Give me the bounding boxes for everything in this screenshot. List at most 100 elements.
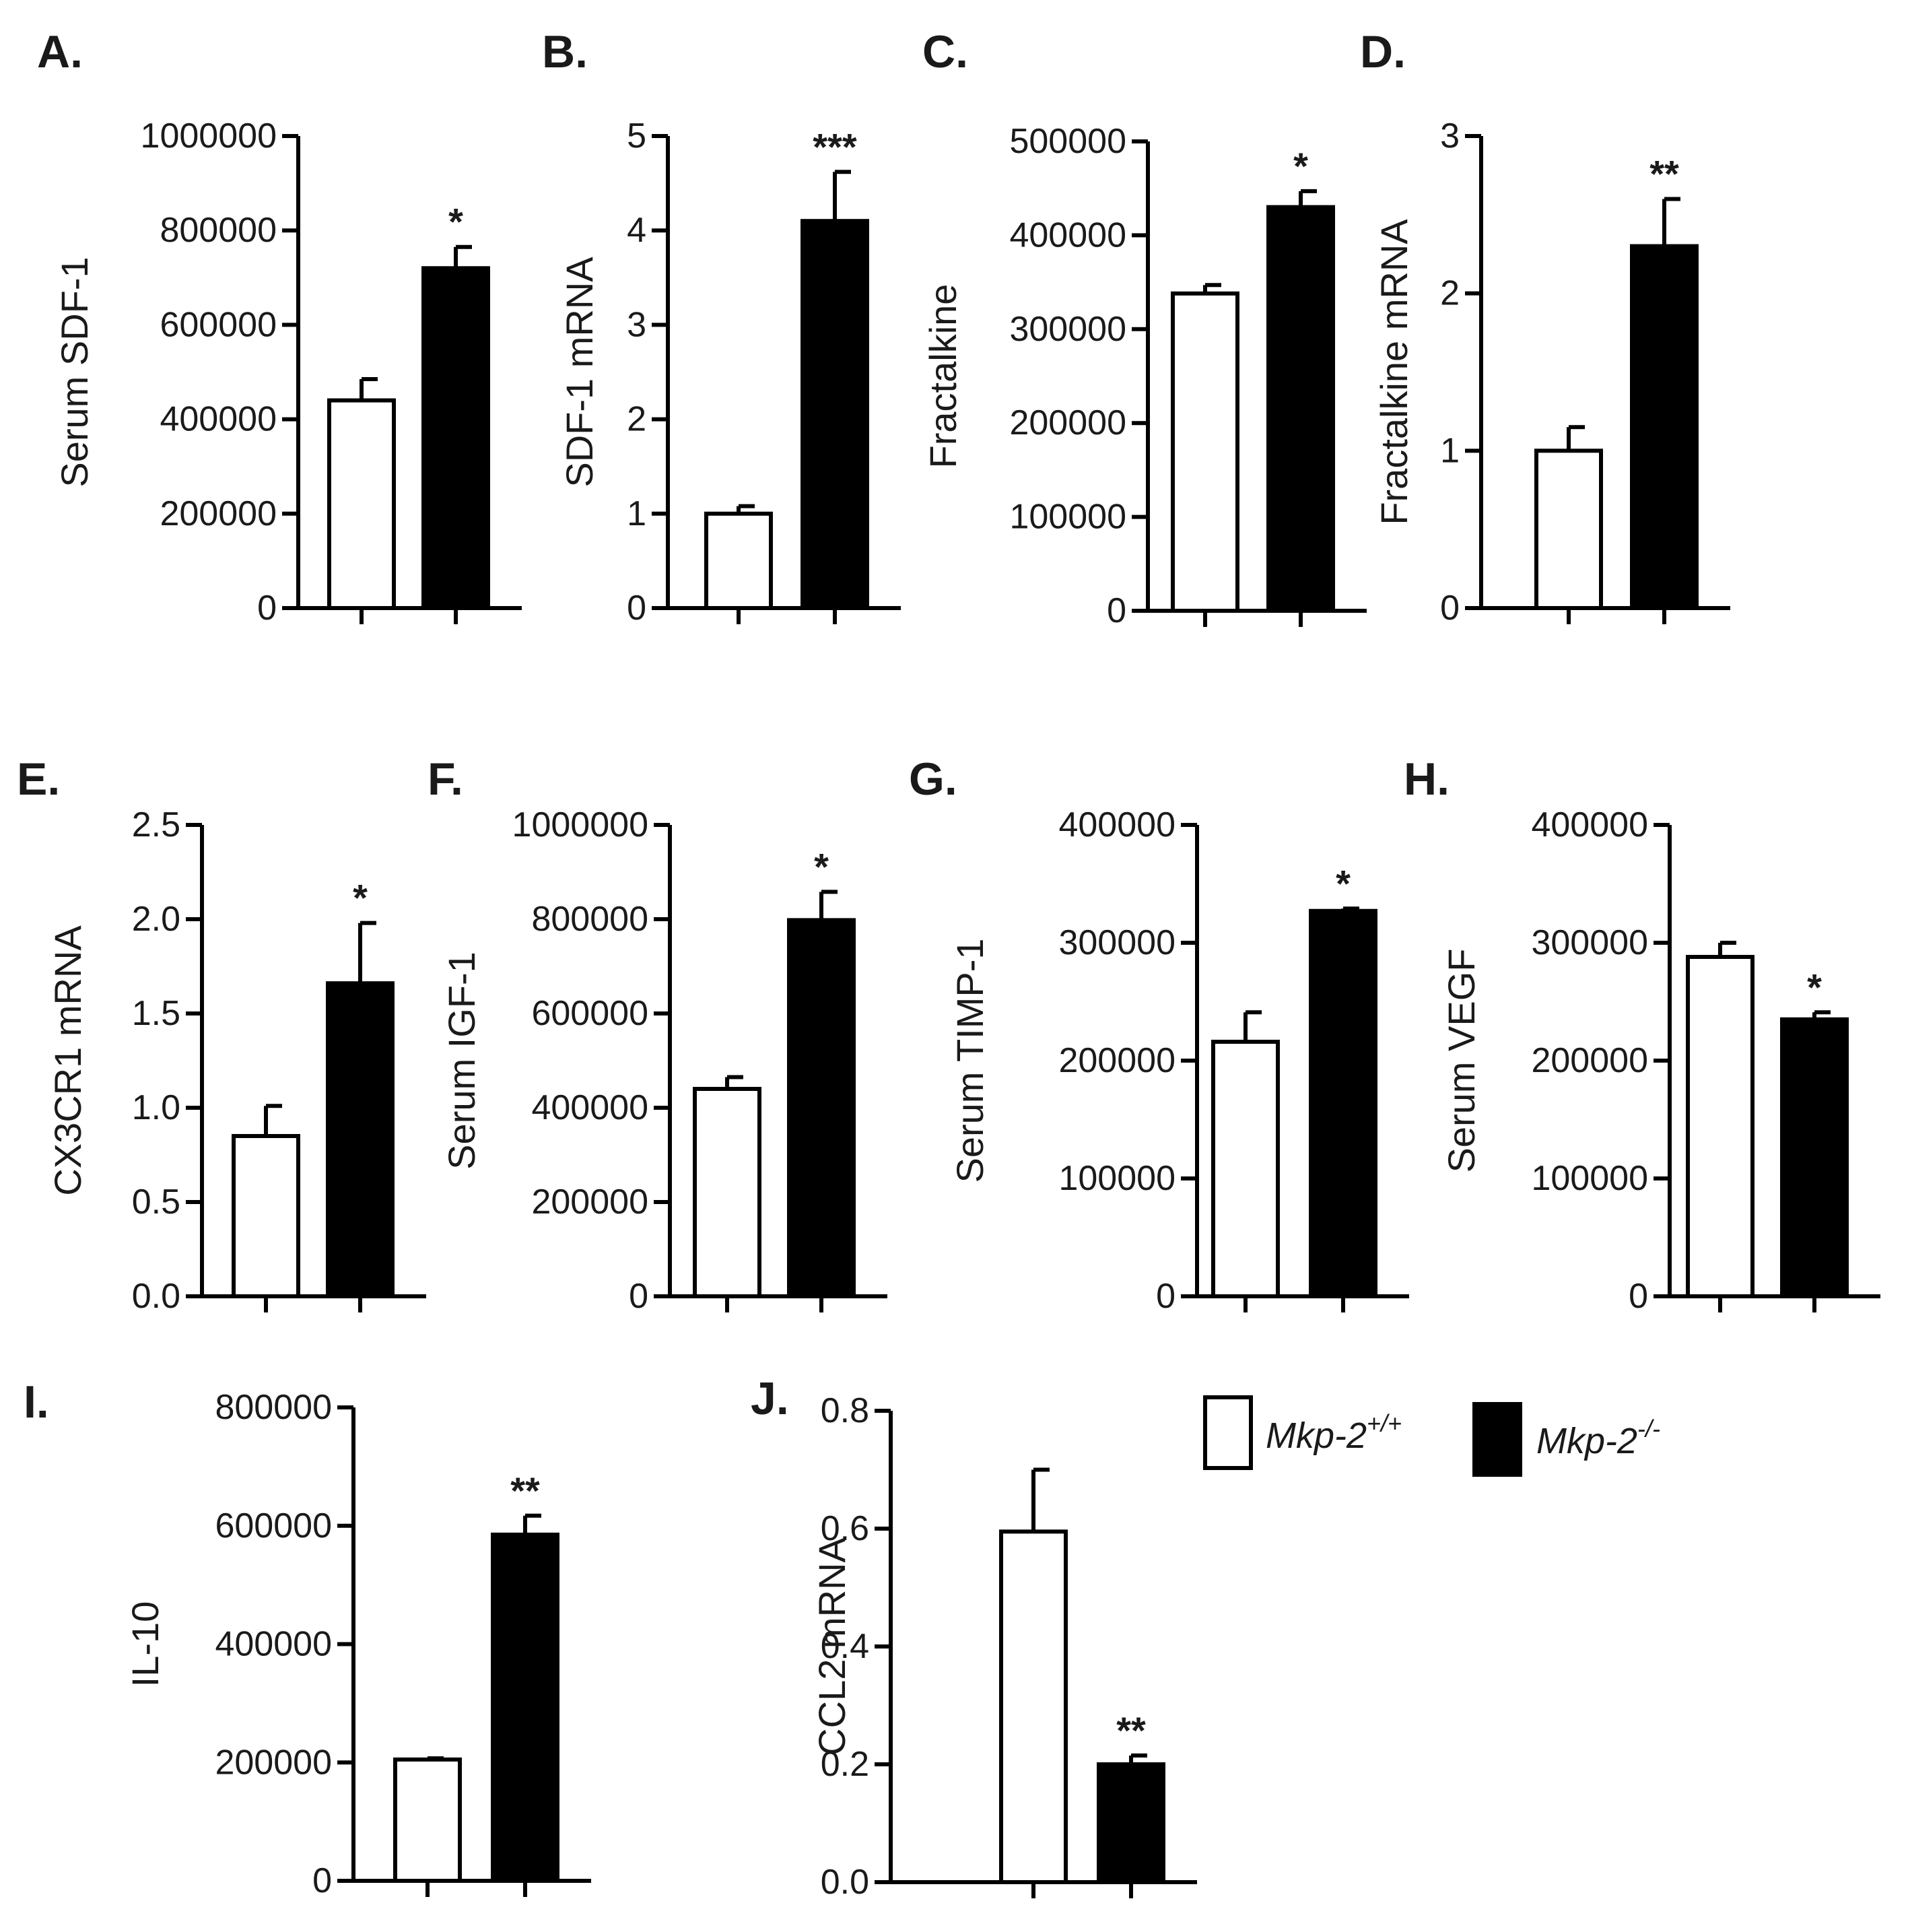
y-tick-label: 400000 [160,400,277,439]
y-tick-label: 1000000 [141,116,277,156]
y-tick-label: 0.8 [821,1391,869,1430]
y-tick-label: 2 [1440,274,1460,313]
bar-wildtype [1686,955,1754,1298]
bar-wildtype [393,1757,462,1883]
chart-panel-a: A. 0 200000 400000 600000 800000 1000000 Serum … [37,26,522,628]
bar-wildtype [704,511,773,610]
y-axis-label: Serum SDF-1 [53,257,96,487]
y-axis-label: CCL2 mRNA [811,1537,853,1756]
legend-label-wildtype-base: Mkp-2 [1266,1415,1367,1456]
y-tick-label: 0 [1440,589,1460,628]
bar-knockout [800,219,869,610]
panel-letter: E. [17,754,60,805]
y-tick-label: 600000 [531,994,648,1033]
panel-letter: F. [428,754,463,805]
y-tick-label: 200000 [531,1182,648,1222]
legend-swatch-knockout [1472,1402,1522,1477]
legend-label-wildtype-sup: +/+ [1367,1409,1402,1437]
y-tick-label: 0 [1107,591,1126,630]
panel-letter: J. [751,1373,789,1424]
bar-wildtype [1211,1040,1280,1298]
y-tick-label: 0.2 [821,1745,869,1784]
significance-label: * [1336,862,1351,904]
bar-wildtype [693,1087,761,1298]
y-tick-label: 800000 [160,211,277,250]
panel-letter: B. [542,26,588,77]
y-tick-label: 2 [627,400,646,439]
significance-label: * [1293,145,1308,187]
y-tick-label: 200000 [160,494,277,533]
y-tick-label: 2.0 [132,900,180,939]
y-tick-label: 5 [627,116,646,156]
bar-wildtype [1534,448,1603,610]
legend-label-wildtype: Mkp-2+/+ [1266,1409,1402,1456]
bar-wildtype [1171,291,1239,613]
y-axis-label: Serum VEGF [1440,949,1483,1173]
chart-panels: A.02000004000006000008000001000000Serum … [17,26,1880,1902]
panel-letter: H. [1404,754,1450,805]
y-tick-label: 200000 [215,1743,332,1782]
bar-knockout [326,981,395,1298]
y-tick-label: 0.4 [821,1627,869,1666]
bar-wildtype [999,1529,1068,1884]
legend-swatch-wildtype [1203,1395,1253,1470]
y-axis-label: Fractalkine [922,284,964,469]
bar-wildtype [232,1134,300,1298]
y-tick-label: 200000 [1058,1041,1176,1080]
y-tick-label: 400000 [531,1088,648,1127]
bar-wildtype [327,398,396,610]
significance-label: ** [510,1469,540,1512]
legend-label-knockout: Mkp-2-/- [1536,1415,1660,1461]
y-axis-label: CX3CR1 mRNA [46,925,89,1196]
y-tick-label: 400000 [1009,215,1126,255]
y-tick-label: 0 [257,589,277,628]
chart-panel-g: G. 0 100000 200000 300000 400000 Serum TIMP-1 * [909,754,1409,1316]
chart-panel-b: B. 0 1 2 3 4 5 SDF-1 mRNA *** [542,26,901,628]
chart-panel-c: C. 0 100000 200000 300000 400000 500000 Fractal… [922,26,1367,630]
y-tick-label: 0 [312,1861,332,1900]
y-tick-label: 0 [1629,1277,1648,1316]
y-tick-label: 1.0 [132,1088,180,1127]
bar-knockout [491,1532,559,1883]
y-tick-label: 0.5 [132,1182,180,1222]
y-tick-label: 1 [627,494,646,533]
y-tick-label: 0 [627,589,646,628]
significance-label: * [353,877,368,919]
y-tick-label: 800000 [531,900,648,939]
y-tick-label: 0 [629,1277,648,1316]
panel-letter: D. [1360,26,1406,77]
bar-knockout [421,266,490,610]
y-tick-label: 400000 [215,1625,332,1664]
y-tick-label: 100000 [1009,498,1126,537]
bar-knockout [1780,1017,1849,1298]
chart-panel-d: D. 0 1 2 3 Fractalkine mRNA ** [1360,26,1730,628]
y-tick-label: 3 [1440,116,1460,156]
y-tick-label: 400000 [1058,805,1176,844]
chart-panel-e: E. 0.0 0.5 1.0 1.5 2.0 2.5 CX3CR1 mRNA * [17,754,426,1316]
y-tick-label: 200000 [1009,403,1126,442]
y-tick-label: 0.0 [821,1863,869,1902]
y-tick-label: 300000 [1009,310,1126,349]
y-tick-label: 300000 [1058,923,1176,962]
y-tick-label: 600000 [215,1506,332,1545]
significance-label: *** [813,125,857,168]
legend-label-knockout-sup: -/- [1637,1415,1660,1442]
y-tick-label: 500000 [1009,122,1126,161]
y-axis-label: Fractalkine mRNA [1373,219,1415,525]
bar-knockout [1097,1762,1165,1884]
y-tick-label: 4 [627,211,646,250]
y-axis-label: Serum TIMP-1 [949,938,991,1182]
chart-panel-j: J. 0.0 0.2 0.4 0.6 0.8 CCL2 mRNA ** [751,1373,1197,1902]
bar-knockout [787,918,856,1298]
y-axis-label: SDF-1 mRNA [558,257,601,488]
y-tick-label: 200000 [1531,1041,1648,1080]
y-tick-label: 300000 [1531,923,1648,962]
bar-knockout [1266,205,1335,613]
panel-letter: C. [922,26,968,77]
y-tick-label: 100000 [1058,1159,1176,1198]
chart-panel-h: H. 0 100000 200000 300000 400000 Serum VEGF * [1404,754,1880,1316]
y-tick-label: 0 [1156,1277,1176,1316]
y-axis-label: IL-10 [124,1601,166,1688]
legend-label-knockout-base: Mkp-2 [1536,1421,1637,1461]
